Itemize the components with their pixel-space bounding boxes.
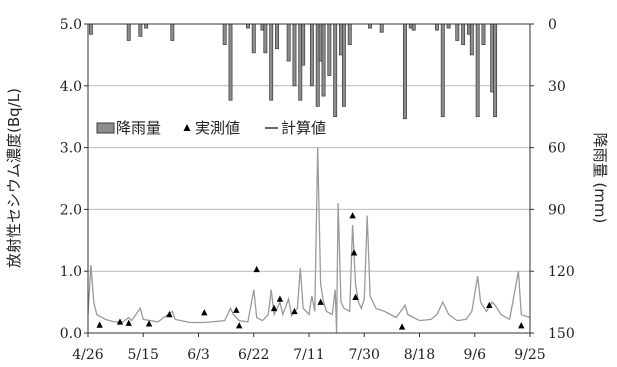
measured-point bbox=[291, 307, 298, 315]
rainfall-bar bbox=[269, 23, 274, 101]
rainfall-bar bbox=[138, 23, 143, 37]
x-tick-label: 7/30 bbox=[349, 347, 380, 363]
y-right-tick-label: 150 bbox=[548, 326, 575, 342]
rainfall-bar bbox=[251, 23, 256, 54]
y-left-tick-label: 5.0 bbox=[60, 17, 82, 33]
measured-point bbox=[352, 293, 359, 300]
rainfall-bar bbox=[475, 23, 480, 118]
rainfall-bar bbox=[434, 23, 439, 31]
measured-point bbox=[145, 320, 153, 327]
y-right-axis-title: 降雨量 (mm) bbox=[591, 133, 609, 224]
rainfall-bar bbox=[333, 23, 338, 118]
x-tick-label: 7/11 bbox=[293, 347, 324, 363]
x-tick-label: 6/3 bbox=[187, 347, 210, 363]
y-left-tick-label: 3.0 bbox=[60, 141, 82, 157]
rainfall-bar bbox=[379, 23, 384, 33]
measured-point bbox=[96, 321, 103, 328]
legend-measured-marker bbox=[183, 124, 191, 131]
rainfall-bar bbox=[309, 23, 314, 87]
plot-frame bbox=[87, 23, 531, 334]
measured-point bbox=[270, 304, 278, 312]
x-tick-label: 9/6 bbox=[463, 347, 486, 363]
measured-point bbox=[398, 323, 406, 330]
axes bbox=[84, 23, 534, 337]
rainfall-bar bbox=[144, 23, 149, 29]
rainfall-bar bbox=[403, 23, 407, 120]
measured-point bbox=[125, 319, 132, 326]
measured-point bbox=[486, 301, 493, 308]
measured-point bbox=[253, 265, 260, 273]
y-right-tick-label: 30 bbox=[548, 79, 566, 95]
y-left-tick-label: 2.0 bbox=[60, 202, 82, 218]
measured-point bbox=[349, 212, 356, 219]
y-right-tick-label: 120 bbox=[548, 264, 575, 280]
y-left-tick-label: 4.0 bbox=[60, 79, 82, 95]
measured-series bbox=[96, 212, 525, 330]
measured-point bbox=[350, 249, 358, 256]
legend-rain-label: 降雨量 bbox=[116, 119, 161, 137]
rainfall-bar bbox=[446, 23, 451, 29]
rainfall-bar bbox=[481, 23, 486, 45]
y-right-tick-label: 60 bbox=[548, 141, 566, 157]
measured-point bbox=[518, 322, 525, 329]
rainfall-bar bbox=[222, 23, 227, 45]
rainfall-bar bbox=[368, 23, 373, 29]
legend-calculated-label: 計算値 bbox=[281, 119, 326, 137]
legend-rain-swatch bbox=[96, 122, 115, 134]
calculated-line bbox=[87, 147, 531, 334]
y-right-tick-label: 90 bbox=[548, 202, 566, 218]
rainfall-bars bbox=[88, 23, 498, 120]
x-tick-label: 6/22 bbox=[238, 347, 269, 363]
rainfall-bar bbox=[88, 23, 93, 35]
rainfall-bar bbox=[286, 23, 291, 62]
rainfall-bar bbox=[275, 23, 279, 50]
rainfall-bar bbox=[126, 23, 131, 41]
measured-point bbox=[317, 298, 324, 305]
rainfall-bar bbox=[327, 23, 332, 76]
rainfall-bar bbox=[411, 23, 416, 31]
x-tick-label: 9/25 bbox=[514, 347, 545, 363]
y-right-tick-label: 0 bbox=[548, 17, 557, 33]
measured-point bbox=[201, 309, 208, 316]
x-tick-label: 4/26 bbox=[72, 347, 104, 363]
y-left-tick-label: 0.0 bbox=[60, 326, 82, 342]
rainfall-bar bbox=[292, 23, 297, 87]
measured-point bbox=[276, 295, 284, 302]
rainfall-bar bbox=[493, 23, 498, 118]
y-left-axis-title: 放射性セシウム濃度(Bq/L) bbox=[5, 88, 23, 268]
rainfall-bar bbox=[440, 23, 445, 118]
rainfall-bar bbox=[347, 23, 352, 45]
rainfall-bar bbox=[469, 23, 474, 56]
y-left-tick-label: 1.0 bbox=[60, 264, 82, 280]
rainfall-bar bbox=[461, 23, 466, 45]
gridlines bbox=[88, 23, 530, 334]
rainfall-bar bbox=[263, 23, 268, 54]
tick-labels: 4/26 5/15 6/3 6/22 7/11 7/30 8/18 9/6 9/25 0.0 1.0… bbox=[60, 17, 575, 363]
measured-point bbox=[116, 318, 124, 325]
measured-point bbox=[236, 322, 243, 329]
x-tick-label: 5/15 bbox=[128, 347, 159, 363]
rainfall-bar bbox=[228, 23, 233, 101]
measured-point bbox=[233, 306, 240, 313]
rainfall-bar bbox=[321, 23, 326, 97]
legend: 降雨量 実測値 計算値 bbox=[96, 119, 326, 137]
measured-point bbox=[166, 310, 173, 318]
calculated-series bbox=[87, 147, 531, 334]
rainfall-bar bbox=[341, 23, 346, 107]
rainfall-bar bbox=[301, 23, 306, 66]
rainfall-bar bbox=[245, 23, 250, 29]
rainfall-bar bbox=[170, 23, 175, 41]
legend-measured-label: 実測値 bbox=[195, 119, 240, 137]
x-tick-label: 8/18 bbox=[404, 347, 435, 363]
rainfall-bar bbox=[455, 23, 460, 41]
